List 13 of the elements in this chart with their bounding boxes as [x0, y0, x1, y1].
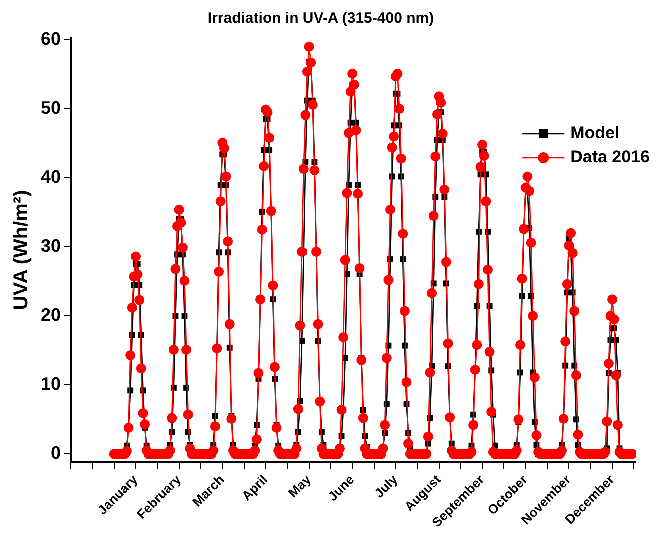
y-tick-label: 30	[40, 236, 62, 256]
x-tick-label: May	[285, 471, 314, 501]
legend-label: Data 2016	[570, 148, 650, 167]
y-tick-label: 20	[40, 305, 62, 326]
y-axis-title: UVA (Wh/m²)	[10, 190, 33, 310]
chart-title: Irradiation in UV-A (315-400 nm)	[208, 10, 434, 28]
y-tick-label: 40	[40, 167, 62, 188]
y-tick-label: 10	[40, 374, 62, 394]
y-tick-label: 60	[40, 29, 62, 50]
legend-label: Model	[570, 124, 620, 143]
x-tick-label: July	[372, 471, 402, 502]
y-tick-label: 0	[51, 443, 62, 464]
y-tick-label: 50	[40, 98, 62, 118]
